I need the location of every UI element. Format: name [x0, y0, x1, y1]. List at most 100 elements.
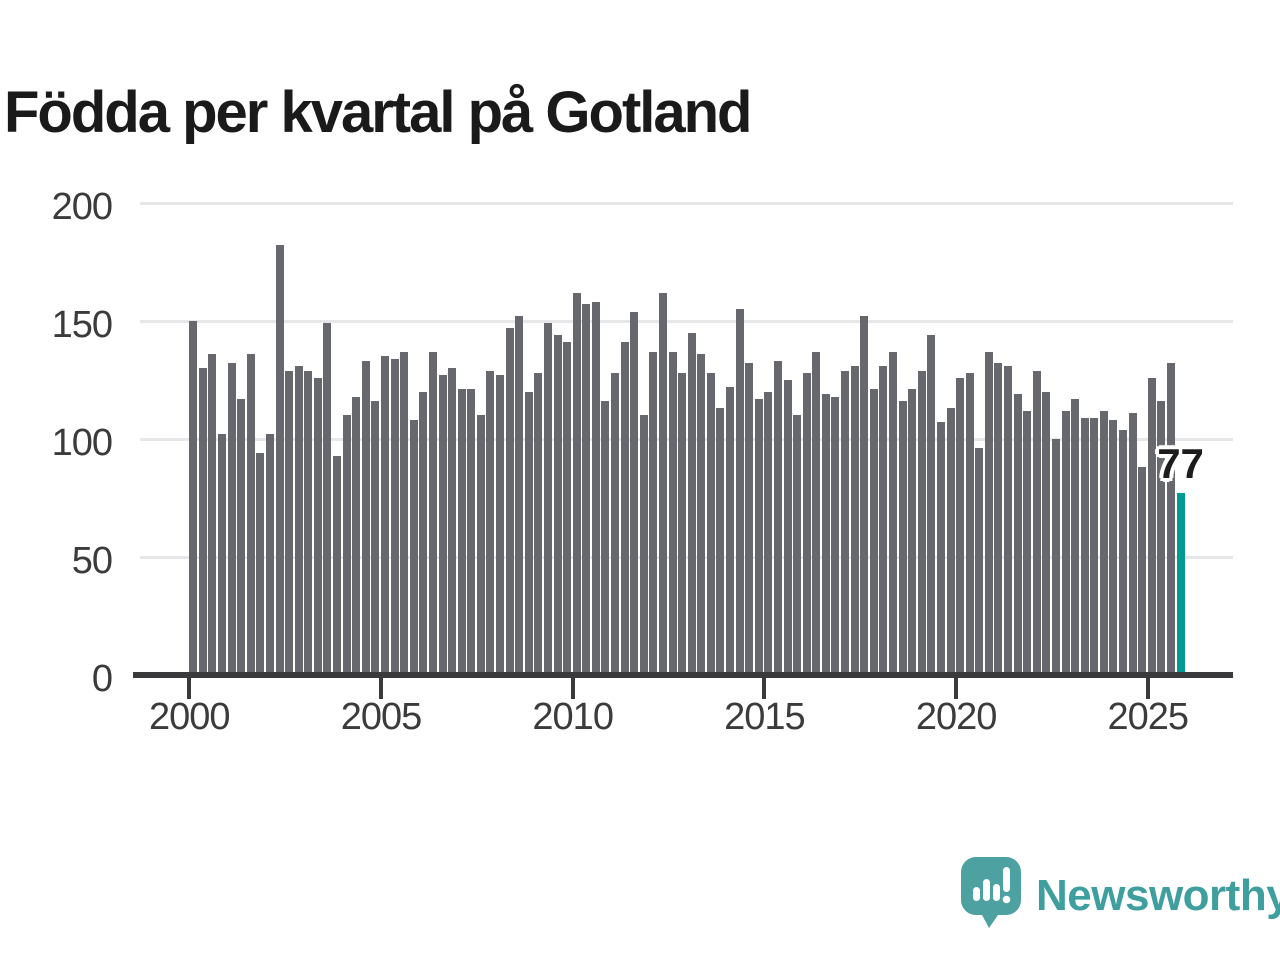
bar — [496, 375, 505, 675]
x-axis-tick-label: 2015 — [724, 696, 806, 738]
bar — [754, 398, 763, 675]
bar — [773, 361, 782, 675]
bar — [649, 351, 658, 675]
y-axis-tick-label: 100 — [51, 422, 113, 464]
bar — [189, 321, 198, 675]
bar — [601, 401, 610, 675]
bar — [419, 391, 428, 675]
x-axis-tick — [379, 678, 383, 699]
bar — [879, 365, 888, 675]
bar — [275, 245, 284, 675]
y-axis-tick-label: 200 — [51, 186, 113, 228]
bar — [342, 415, 351, 675]
bar — [889, 351, 897, 675]
x-axis-tick-label: 2025 — [1107, 696, 1190, 738]
bar — [898, 401, 907, 675]
bar — [917, 370, 926, 675]
bar — [908, 389, 917, 675]
bar — [984, 351, 993, 675]
bar — [428, 351, 437, 675]
bar — [1157, 401, 1166, 675]
bar — [467, 389, 476, 675]
bar — [313, 377, 322, 675]
bar — [706, 372, 715, 675]
bar — [1166, 363, 1175, 675]
bar — [208, 354, 217, 675]
bar — [783, 380, 792, 675]
x-axis-line — [133, 672, 1233, 678]
bar — [237, 398, 246, 675]
x-axis-tick — [954, 678, 959, 699]
y-gridline-150 — [140, 319, 1233, 323]
bar — [639, 415, 648, 675]
bar — [534, 372, 543, 675]
bar — [745, 363, 754, 675]
bar — [563, 342, 572, 675]
bar — [764, 391, 773, 675]
bar — [1080, 417, 1089, 675]
newsworthy-branding: Newsworthy — [960, 856, 1280, 935]
bar — [352, 396, 361, 675]
y-gridline-100 — [140, 437, 1233, 441]
x-axis-tick — [187, 678, 192, 699]
bar — [390, 358, 399, 675]
bar — [927, 335, 936, 675]
bar — [1147, 377, 1156, 675]
bar — [936, 422, 945, 675]
bar — [361, 361, 370, 675]
bar — [457, 389, 466, 675]
bar — [975, 448, 984, 675]
newsworthy-logo-icon — [960, 856, 1022, 935]
bar — [265, 434, 274, 675]
bar — [841, 370, 850, 675]
bar — [381, 356, 389, 675]
bar — [620, 342, 629, 675]
bar — [448, 368, 457, 675]
y-gridline-200 — [140, 201, 1233, 205]
bar — [956, 377, 965, 675]
bar — [246, 354, 255, 675]
bar — [869, 389, 878, 675]
bar — [218, 434, 227, 675]
bar — [515, 316, 524, 675]
bar — [1004, 365, 1013, 675]
bar — [1023, 410, 1032, 675]
bar — [256, 453, 265, 675]
x-axis-tick — [570, 678, 575, 699]
bar — [668, 351, 677, 675]
bar — [304, 370, 313, 675]
bar — [524, 391, 533, 675]
x-axis-tick — [1145, 678, 1150, 699]
bar — [323, 323, 332, 675]
bar — [486, 370, 495, 675]
bar — [793, 415, 802, 675]
y-axis-tick-label: 150 — [51, 304, 113, 346]
bar — [1119, 429, 1128, 675]
x-axis-tick-label: 2000 — [149, 696, 231, 738]
bar — [716, 408, 725, 675]
x-axis-tick-label: 2010 — [532, 696, 614, 738]
bar — [831, 396, 840, 675]
bar — [821, 394, 830, 675]
x-axis-tick-label: 2005 — [340, 696, 423, 738]
bar — [726, 387, 735, 675]
bar — [697, 354, 706, 675]
bar — [1042, 391, 1051, 675]
bar — [505, 328, 514, 675]
bar — [802, 372, 811, 675]
bar — [658, 292, 667, 675]
x-axis-tick — [762, 678, 767, 699]
bar — [543, 323, 552, 675]
bar — [965, 372, 974, 675]
bar — [1051, 439, 1060, 675]
bar — [553, 335, 562, 675]
bar-latest-quarter — [1176, 493, 1185, 675]
bar — [1032, 370, 1041, 675]
bar — [812, 351, 821, 675]
bar — [678, 372, 687, 675]
y-axis-tick-label: 0 — [91, 658, 113, 700]
bar — [294, 365, 303, 675]
page-title: Födda per kvartal på Gotland — [4, 79, 752, 145]
bar — [611, 372, 620, 675]
bar — [1138, 467, 1147, 675]
